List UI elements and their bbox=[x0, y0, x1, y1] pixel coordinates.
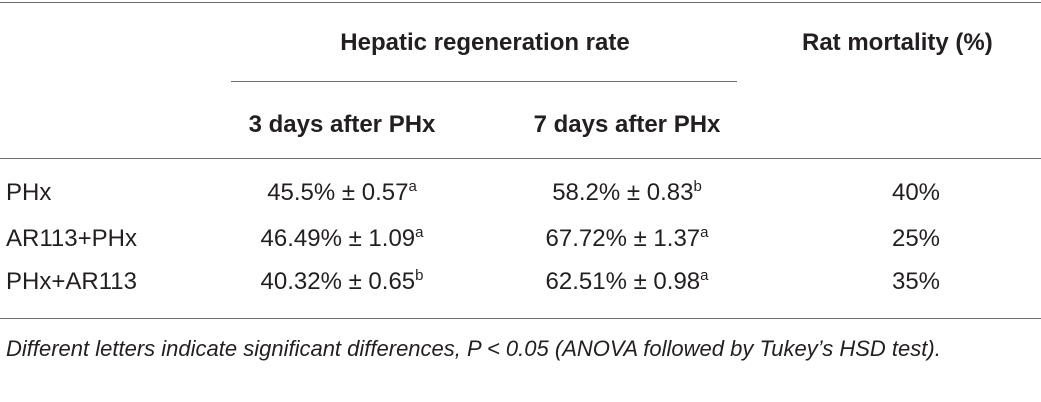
header-3-days-after-phx: 3 days after PHx bbox=[248, 111, 436, 138]
header-spanner-rule bbox=[231, 81, 737, 82]
cell-mortality: 40% bbox=[891, 179, 941, 206]
cell-7-days: 67.72% ± 1.37a bbox=[545, 224, 709, 252]
cell-7-days: 58.2% ± 0.83b bbox=[552, 178, 702, 206]
cell-3-days: 46.49% ± 1.09a bbox=[260, 224, 424, 252]
header-7-days-after-phx: 7 days after PHx bbox=[533, 111, 721, 138]
table-footnote: Different letters indicate significant d… bbox=[6, 336, 941, 361]
row-group-label: PHx+AR113 bbox=[6, 268, 137, 295]
cell-7-days: 62.51% ± 0.98a bbox=[545, 267, 709, 295]
cell-3-days: 45.5% ± 0.57a bbox=[267, 178, 417, 206]
table-top-rule bbox=[0, 2, 1041, 3]
table-header-rule bbox=[0, 158, 1041, 159]
cell-mortality: 25% bbox=[891, 225, 941, 252]
cell-3-days: 40.32% ± 0.65b bbox=[260, 267, 424, 295]
header-rat-mortality: Rat mortality (%) bbox=[802, 29, 993, 56]
row-group-label: PHx bbox=[6, 179, 52, 206]
cell-mortality: 35% bbox=[891, 268, 941, 295]
row-group-label: AR113+PHx bbox=[6, 225, 137, 252]
header-hepatic-regeneration-rate: Hepatic regeneration rate bbox=[340, 29, 630, 56]
table-bottom-rule bbox=[0, 318, 1041, 319]
